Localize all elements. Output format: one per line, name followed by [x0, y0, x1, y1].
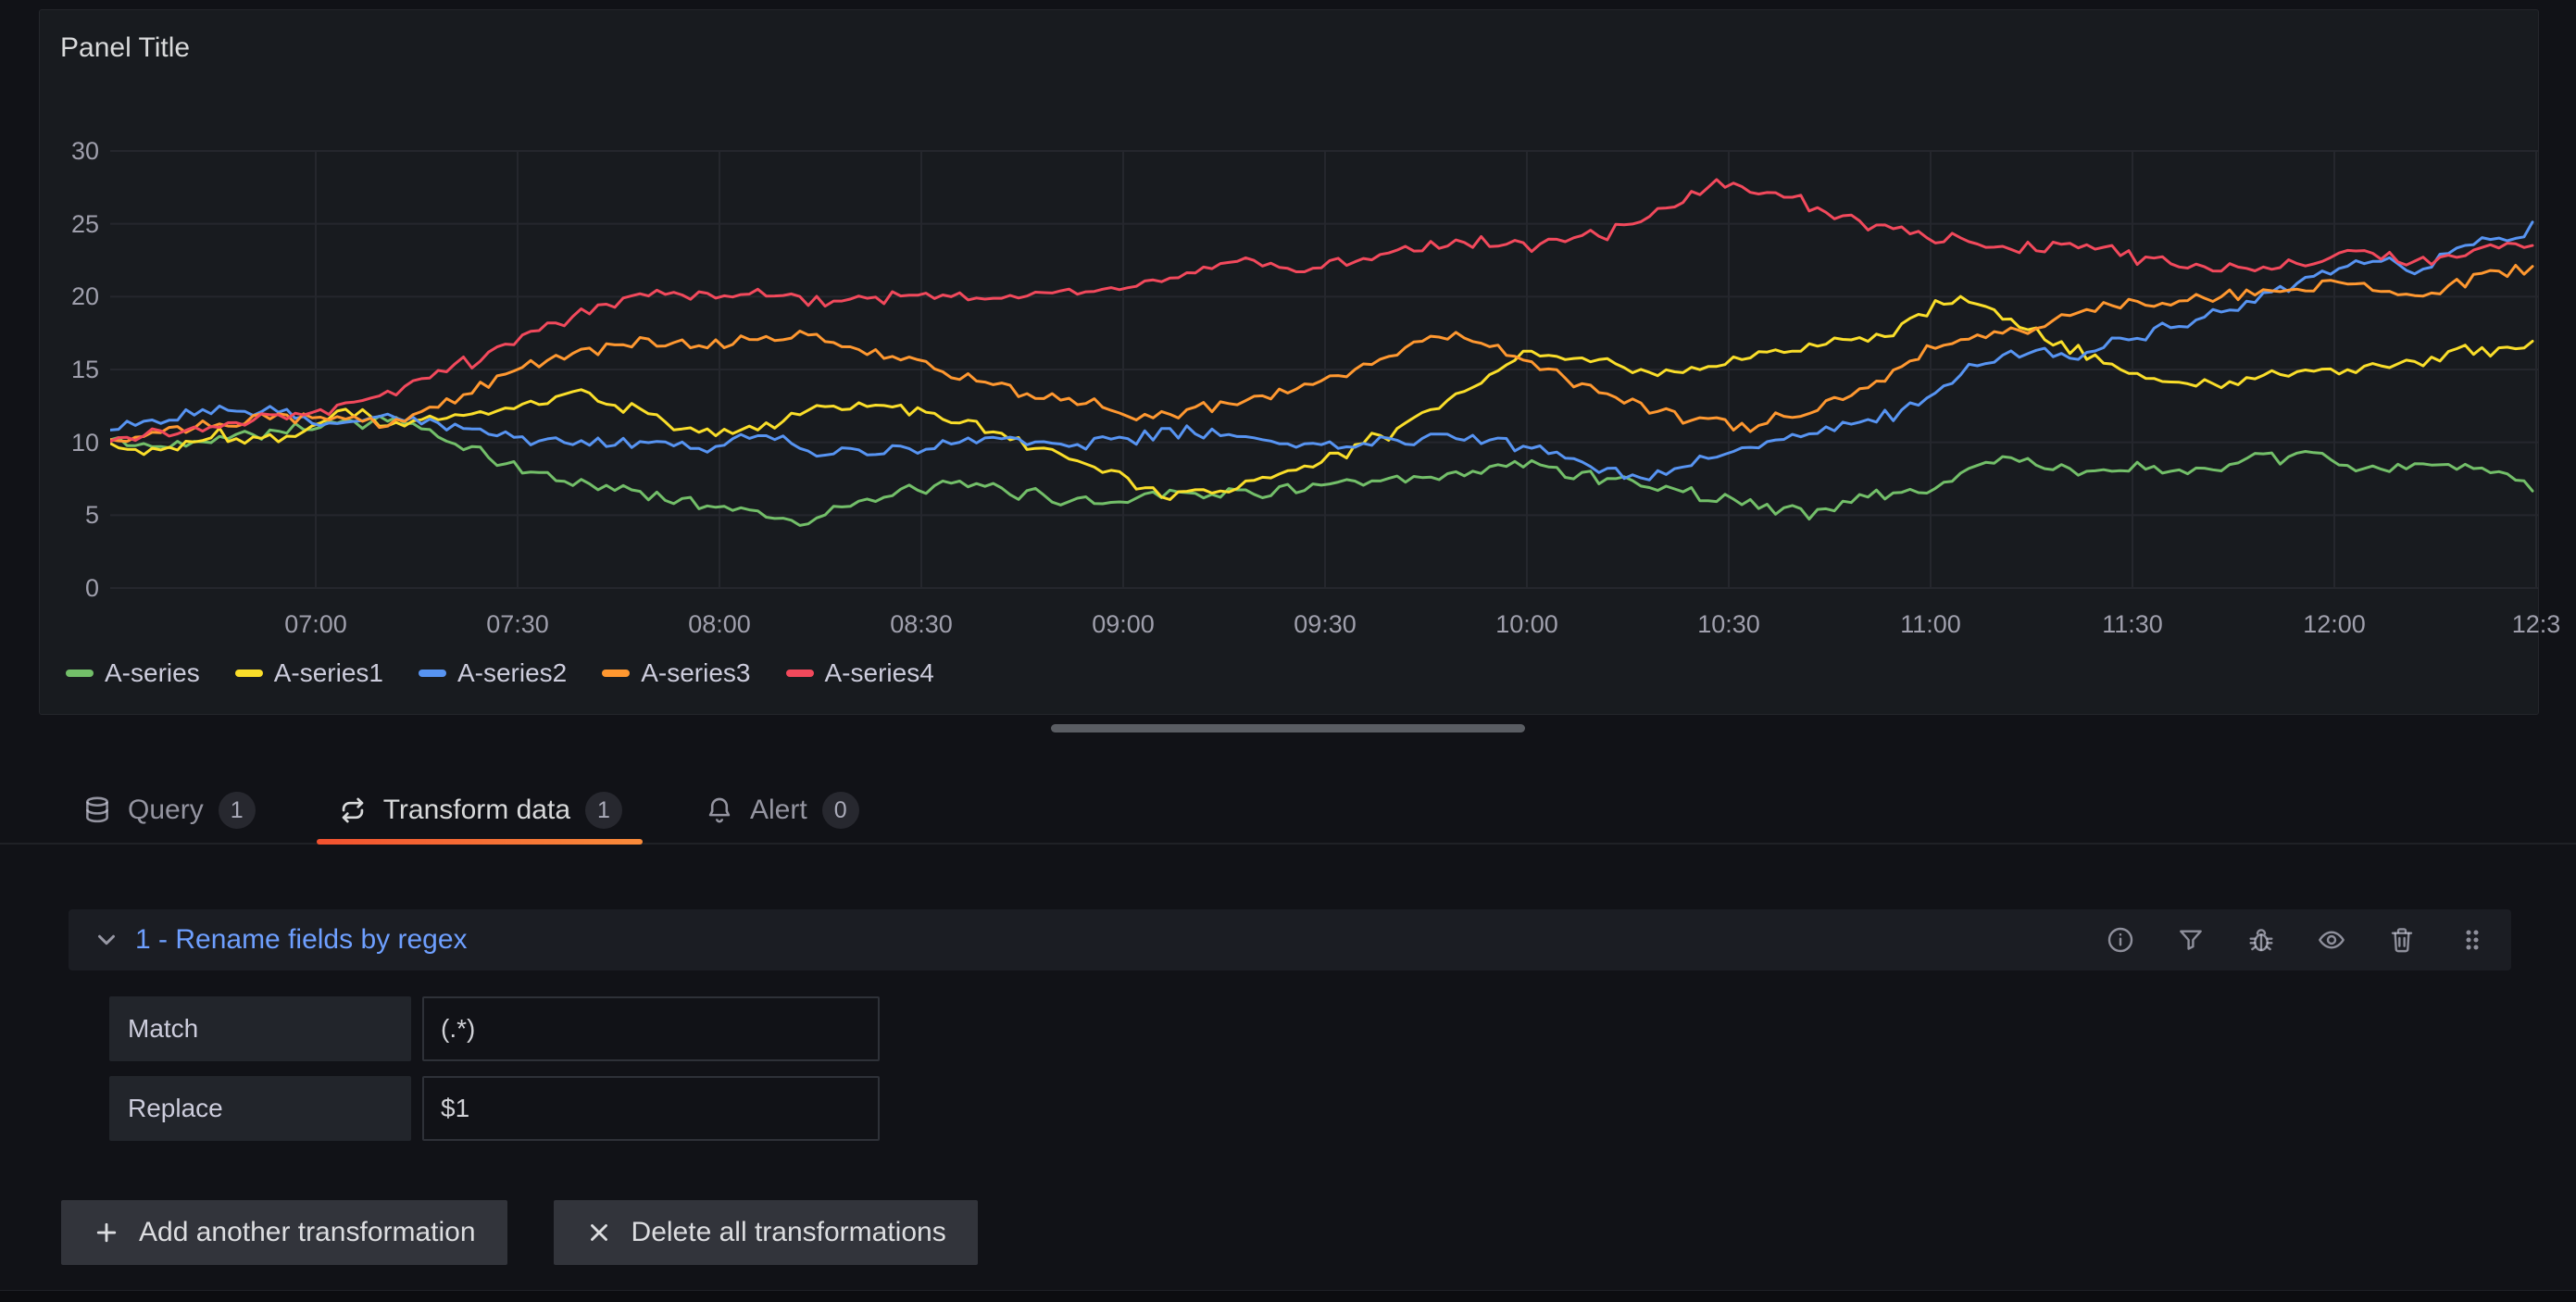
field-label: Replace — [109, 1076, 411, 1141]
timeseries-plot[interactable] — [110, 149, 2538, 590]
x-tick-label: 07:00 — [284, 610, 347, 638]
tab-count-badge: 1 — [585, 792, 622, 829]
chart-legend: A-series A-series1 A-series2 A-series3 A-ser… — [66, 658, 934, 688]
legend-label: A-series4 — [824, 658, 934, 687]
tab-label: Alert — [750, 795, 807, 825]
button-label: Delete all transformations — [631, 1217, 946, 1247]
series-line-A-series3 — [110, 264, 2534, 444]
add-transformation-button[interactable]: Add another transformation — [61, 1200, 507, 1265]
tab-count-badge: 1 — [218, 792, 256, 829]
horizontal-scrollbar[interactable] — [1051, 724, 1525, 732]
tab-label: Query — [128, 795, 204, 825]
replace-input[interactable] — [422, 1076, 880, 1141]
x-tick-label: 12:3 — [2511, 610, 2561, 638]
chevron-down-icon[interactable] — [93, 926, 120, 954]
dashboard-panel: Panel Title 0 5 10 15 20 25 30 07:00 07:30 08:00… — [39, 9, 2560, 715]
button-label: Add another transformation — [139, 1217, 476, 1247]
x-tick-label: 11:00 — [1900, 610, 1961, 638]
replace-field-row: Replace — [109, 1076, 880, 1141]
filter-icon[interactable] — [2176, 925, 2206, 955]
bell-icon — [708, 797, 731, 823]
x-tick-label: 10:30 — [1697, 610, 1760, 638]
legend-item[interactable]: A-series4 — [785, 658, 934, 688]
tab-label: Transform data — [382, 795, 570, 825]
drag-handle-icon[interactable] — [2457, 925, 2487, 955]
tab-alert[interactable]: Alert 0 — [683, 778, 880, 843]
y-tick-label: 25 — [70, 209, 99, 238]
eye-icon[interactable] — [2317, 925, 2346, 955]
series-line-A-series — [110, 414, 2534, 527]
legend-item[interactable]: A-series — [66, 658, 200, 688]
x-tick-label: 12:00 — [2303, 610, 2366, 638]
x-tick-label: 08:30 — [890, 610, 953, 638]
x-tick-label: 11:30 — [2102, 610, 2163, 638]
legend-swatch — [785, 670, 814, 677]
match-field-row: Match — [109, 996, 880, 1061]
legend-swatch — [66, 670, 94, 677]
transformation-editor-header: 1 - Rename fields by regex — [69, 909, 2511, 970]
legend-item[interactable]: A-series3 — [602, 658, 751, 688]
transformation-options: Match Replace — [109, 996, 880, 1141]
y-tick-label: 15 — [70, 356, 99, 383]
panel-title[interactable]: Panel Title — [60, 32, 191, 63]
legend-item[interactable]: A-series1 — [234, 658, 383, 688]
y-tick-label: 30 — [70, 137, 99, 165]
x-tick-label: 07:30 — [486, 610, 549, 638]
legend-label: A-series — [105, 658, 200, 687]
y-tick-label: 20 — [70, 282, 99, 311]
legend-label: A-series3 — [641, 658, 751, 687]
y-tick-label: 10 — [70, 428, 99, 457]
bottom-divider — [0, 1290, 2576, 1302]
delete-all-transformations-button[interactable]: Delete all transformations — [553, 1200, 978, 1265]
field-label: Match — [109, 996, 411, 1061]
x-tick-label: 09:30 — [1294, 610, 1357, 638]
plus-icon — [96, 1222, 117, 1243]
process-icon — [342, 797, 363, 823]
x-tick-label: 10:00 — [1495, 610, 1558, 638]
info-icon[interactable] — [2106, 925, 2135, 955]
y-tick-label: 0 — [84, 574, 99, 602]
transformation-actions — [2106, 925, 2487, 955]
transformation-title[interactable]: 1 - Rename fields by regex — [135, 924, 468, 955]
legend-item[interactable]: A-series2 — [418, 658, 568, 688]
legend-swatch — [602, 670, 631, 677]
x-tick-label: 08:00 — [688, 610, 751, 638]
trash-icon[interactable] — [2387, 925, 2417, 955]
tab-query[interactable]: Query 1 — [61, 778, 276, 843]
legend-label: A-series1 — [273, 658, 383, 687]
series-line-A-series2 — [110, 220, 2534, 482]
bug-icon[interactable] — [2246, 925, 2276, 955]
legend-swatch — [418, 670, 446, 677]
close-icon — [590, 1224, 607, 1241]
series-line-A-series1 — [110, 294, 2534, 501]
transformation-footer-actions: Add another transformation Delete all tr… — [61, 1200, 978, 1265]
editor-tab-bar: Query 1 Transform data 1 Alert 0 — [0, 778, 2576, 845]
tab-count-badge: 0 — [821, 792, 859, 829]
x-tick-label: 09:00 — [1092, 610, 1155, 638]
match-input[interactable] — [422, 996, 880, 1061]
y-tick-label: 5 — [84, 501, 99, 530]
legend-label: A-series2 — [456, 658, 568, 687]
legend-swatch — [234, 670, 263, 677]
database-icon — [86, 796, 108, 823]
series-line-A-series4 — [110, 178, 2534, 444]
tab-transform-data[interactable]: Transform data 1 — [316, 778, 644, 845]
